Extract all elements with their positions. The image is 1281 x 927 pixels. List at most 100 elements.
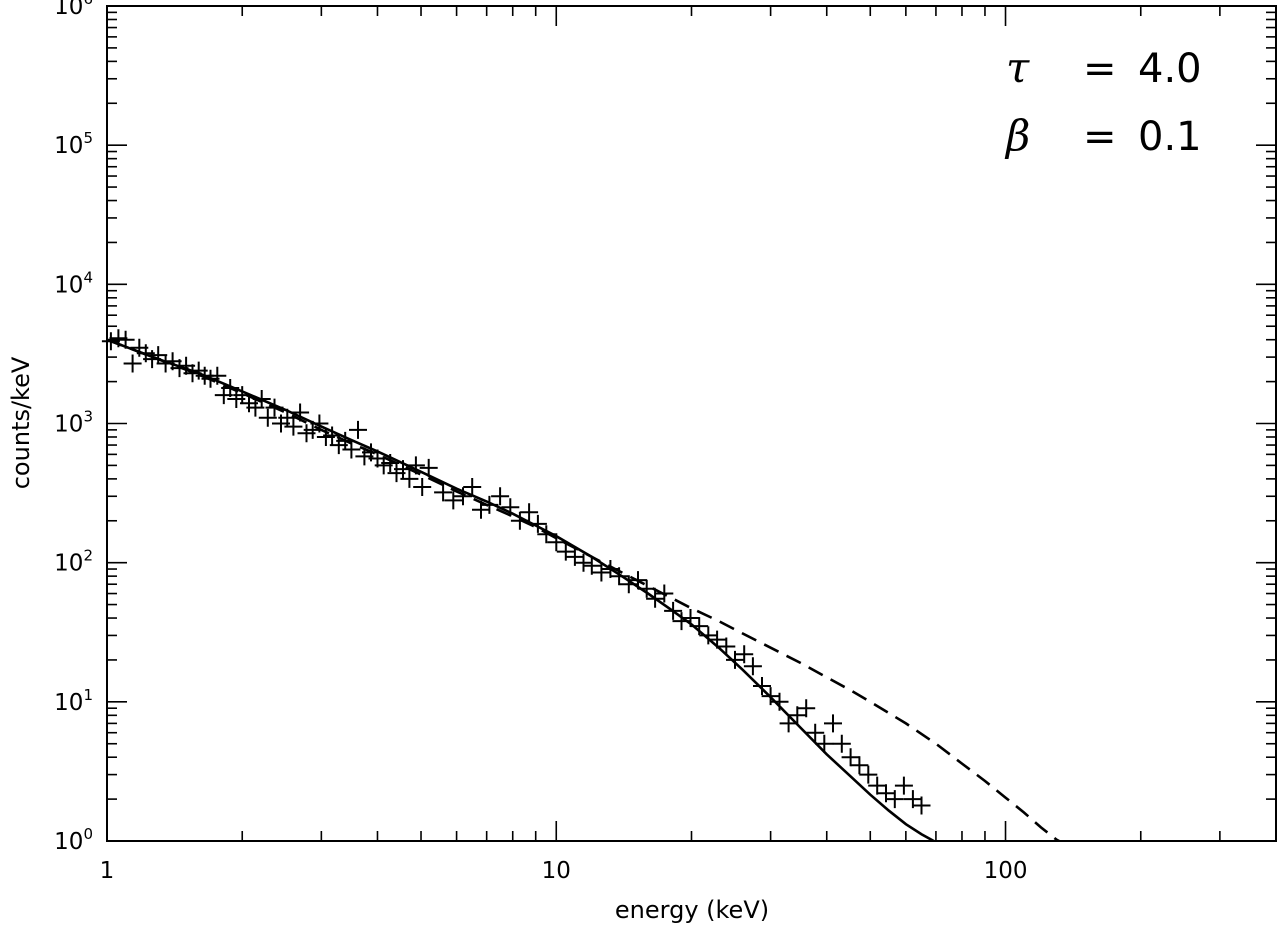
data-point — [841, 748, 860, 767]
data-point — [463, 478, 482, 496]
data-point — [394, 460, 412, 479]
data-point — [735, 645, 754, 664]
data-point — [109, 329, 128, 348]
data-point — [208, 366, 227, 385]
x-tick-labels: 1 10 100 — [100, 858, 1028, 884]
data-point — [806, 723, 825, 742]
data-point — [726, 650, 744, 669]
data-point — [753, 677, 771, 695]
data-point — [797, 699, 816, 718]
y-tick-labels: 100 101 102 103 104 105 106 — [54, 0, 93, 855]
data-point — [699, 626, 718, 645]
data-point — [258, 408, 277, 427]
data-point — [868, 776, 887, 795]
model-curve — [107, 338, 937, 841]
data-point — [582, 556, 601, 575]
data-point — [646, 589, 665, 608]
data-point — [610, 567, 629, 586]
data-point — [850, 756, 869, 775]
data-point — [116, 330, 135, 349]
x-tick-label: 10 — [542, 858, 571, 884]
data-point — [537, 525, 556, 544]
data-point — [528, 514, 547, 533]
param-tau: τ = 4.0 — [1006, 43, 1202, 92]
data-point — [101, 332, 120, 351]
x-axis-title: energy (keV) — [615, 896, 769, 924]
y-tick-label: 105 — [54, 129, 93, 159]
data-point — [400, 469, 419, 488]
data-point — [574, 553, 593, 572]
data-point — [743, 657, 762, 676]
data-point — [894, 776, 913, 795]
data-point — [491, 487, 510, 506]
data-point — [444, 491, 463, 510]
y-tick-label: 104 — [54, 268, 93, 298]
data-point — [413, 478, 432, 496]
data-point — [381, 454, 400, 472]
data-point — [815, 734, 834, 753]
data-point — [501, 498, 520, 517]
data-point — [252, 390, 271, 408]
comparison-curve — [107, 338, 1062, 841]
data-point — [149, 346, 168, 365]
data-point — [123, 354, 142, 373]
tau-equals: = — [1083, 46, 1117, 92]
data-point — [434, 483, 453, 502]
data-point — [592, 563, 611, 582]
data-point — [480, 495, 499, 514]
data-point — [788, 706, 807, 725]
data-point — [454, 487, 472, 506]
data-point — [664, 601, 683, 620]
data-point — [655, 584, 674, 603]
y-tick-label: 100 — [54, 825, 93, 855]
data-point — [284, 417, 303, 436]
y-axis-title: counts/keV — [7, 356, 35, 489]
data-point — [717, 637, 736, 656]
data-point — [406, 456, 425, 475]
data-point — [619, 575, 638, 594]
data-point — [520, 503, 539, 522]
beta-equals: = — [1083, 114, 1117, 160]
axis-ticks — [106, 5, 1277, 842]
data-point — [291, 403, 310, 422]
tau-symbol: τ — [1006, 43, 1030, 92]
data-point — [832, 734, 851, 753]
data-point — [310, 414, 329, 433]
data-point — [547, 533, 566, 552]
data-point — [556, 542, 575, 561]
data-point — [342, 440, 361, 459]
data-point — [885, 790, 904, 809]
data-point — [708, 630, 727, 649]
data-point — [779, 714, 798, 733]
data-markers — [101, 329, 931, 815]
model-curves — [107, 338, 1062, 841]
data-point — [824, 714, 842, 733]
data-point — [681, 609, 700, 627]
data-point — [510, 511, 529, 530]
data-point — [221, 379, 240, 397]
data-point — [419, 458, 438, 477]
data-point — [323, 426, 342, 445]
data-point — [265, 398, 284, 417]
y-tick-label: 103 — [54, 408, 93, 438]
data-point — [770, 692, 789, 711]
x-tick-label: 100 — [984, 858, 1028, 884]
data-point — [859, 765, 878, 784]
y-tick-label: 102 — [54, 547, 93, 577]
data-point — [912, 796, 931, 815]
tau-value: 4.0 — [1138, 46, 1202, 92]
y-tick-label: 106 — [54, 0, 93, 20]
data-point — [472, 500, 490, 519]
data-point — [601, 560, 620, 578]
param-beta: β = 0.1 — [1004, 111, 1202, 160]
data-point — [637, 579, 656, 598]
x-tick-label: 1 — [100, 858, 115, 884]
beta-value: 0.1 — [1138, 114, 1202, 160]
data-point — [672, 612, 691, 631]
data-point — [690, 617, 709, 636]
data-point — [349, 420, 367, 439]
data-point — [629, 571, 647, 590]
y-tick-label: 101 — [54, 686, 93, 716]
beta-symbol: β — [1004, 111, 1030, 160]
